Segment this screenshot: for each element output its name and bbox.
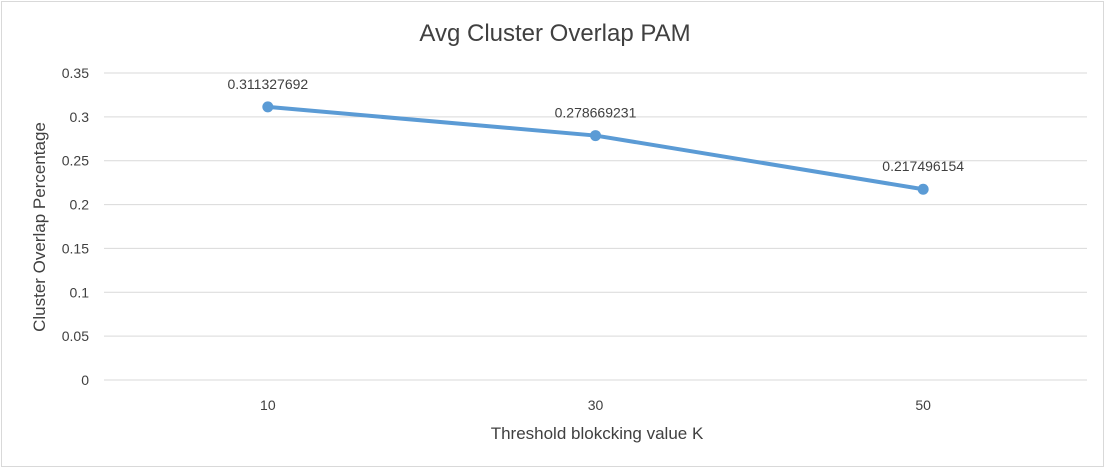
x-axis-ticks: 10 30 50 xyxy=(260,397,931,413)
data-point xyxy=(590,130,601,142)
x-tick-label: 10 xyxy=(260,397,276,413)
y-tick-label: 0 xyxy=(81,372,89,388)
x-tick-label: 50 xyxy=(915,397,931,413)
series-points xyxy=(262,101,929,195)
y-tick-label: 0.35 xyxy=(62,65,89,81)
y-tick-label: 0.3 xyxy=(70,109,90,125)
y-tick-label: 0.1 xyxy=(70,284,90,300)
data-point xyxy=(917,183,929,195)
chart-title: Avg Cluster Overlap PAM xyxy=(419,20,690,47)
y-tick-label: 0.15 xyxy=(62,240,89,256)
data-label: 0.311327692 xyxy=(227,76,308,92)
y-tick-label: 0.25 xyxy=(62,153,89,169)
data-label: 0.278669231 xyxy=(555,105,637,121)
x-tick-label: 30 xyxy=(588,397,604,413)
y-tick-label: 0.2 xyxy=(70,197,90,213)
data-label: 0.217496154 xyxy=(882,158,964,174)
y-tick-label: 0.05 xyxy=(62,328,89,344)
y-axis-ticks: 0 0.05 0.1 0.15 0.2 0.25 0.3 0.35 xyxy=(62,65,89,388)
x-axis-title: Threshold blokcking value K xyxy=(491,424,704,443)
data-labels: 0.311327692 0.278669231 0.217496154 xyxy=(227,76,964,174)
gridlines xyxy=(104,72,1087,381)
y-axis-title: Cluster Overlap Percentage xyxy=(30,122,49,332)
data-point xyxy=(262,101,274,113)
